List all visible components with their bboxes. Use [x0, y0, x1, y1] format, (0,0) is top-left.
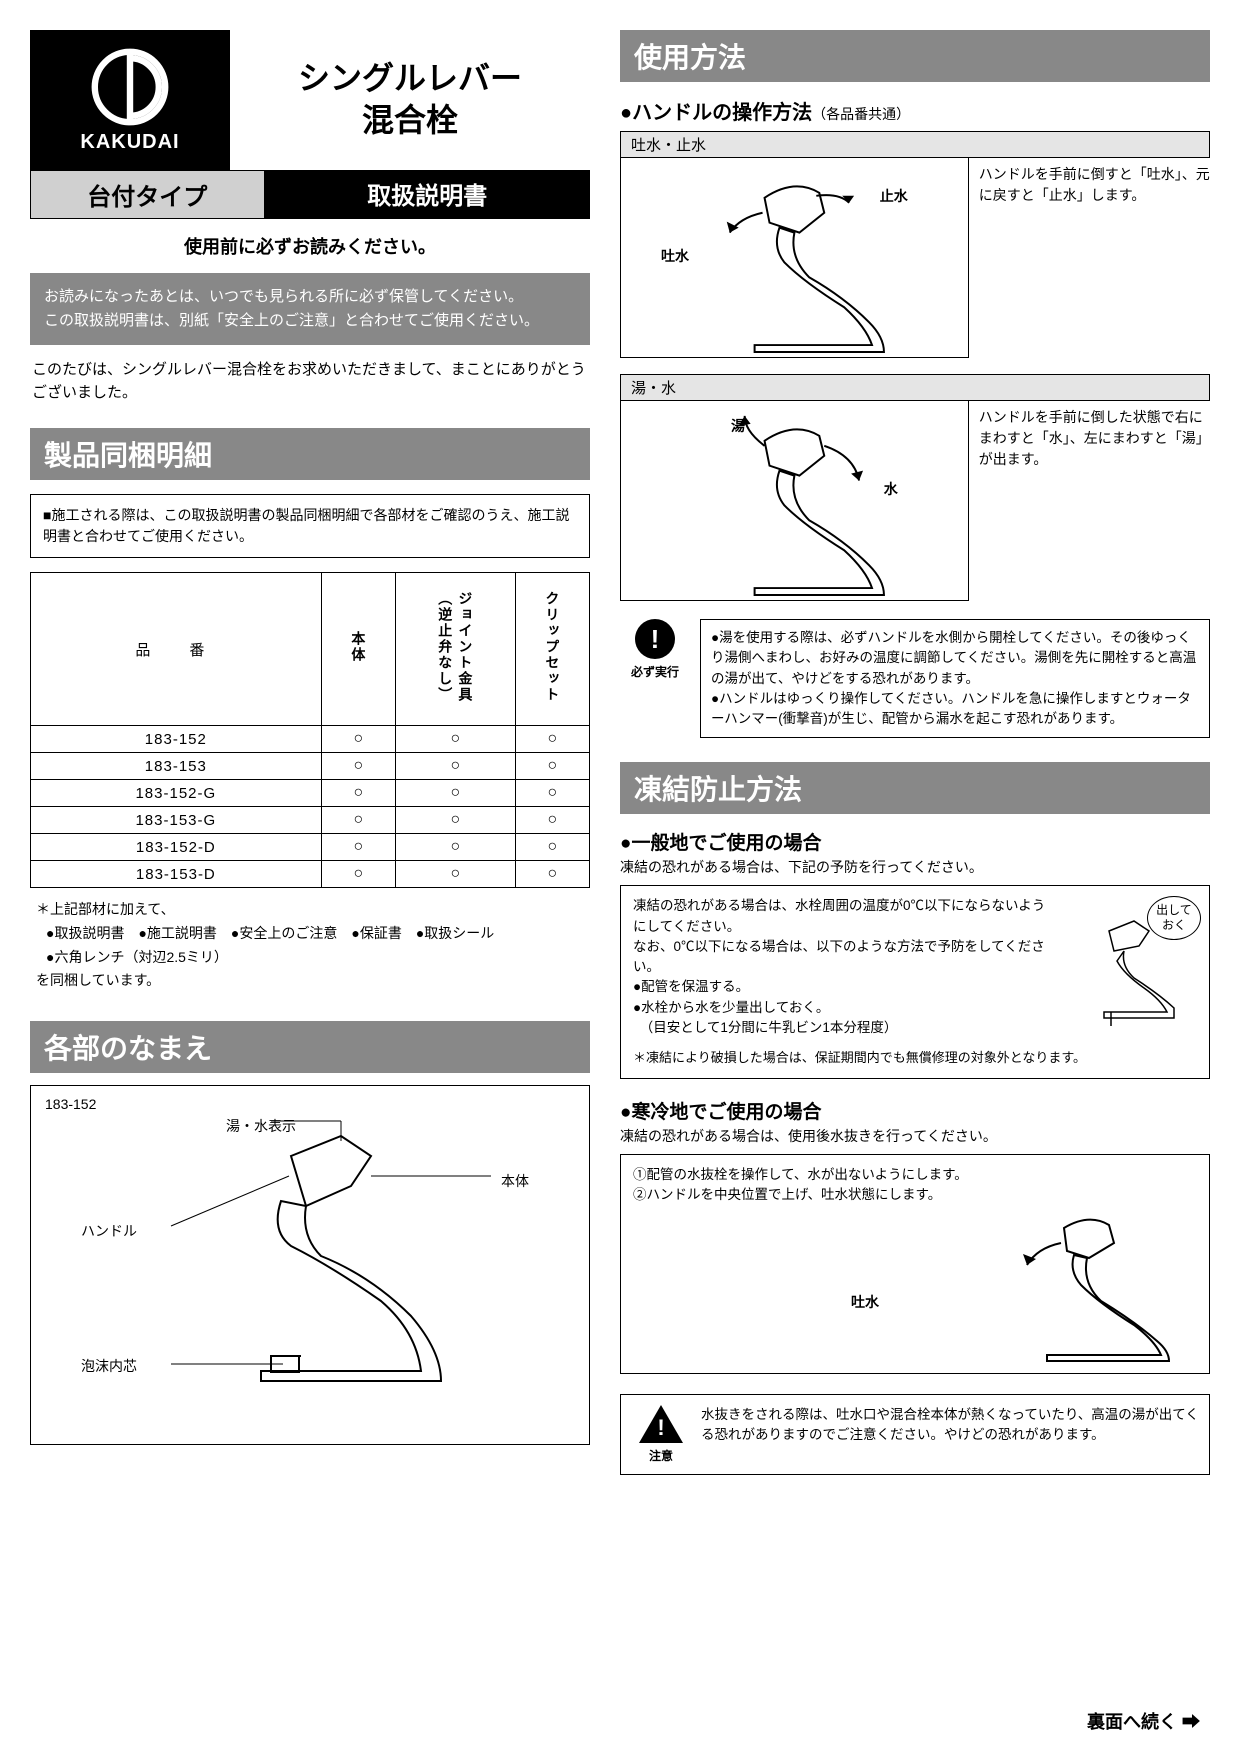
diagram-model: 183-152	[45, 1096, 96, 1112]
section-names-heading: 各部のなまえ	[30, 1021, 590, 1073]
panel2-text: ハンドルを手前に倒した状態で右にまわすと「水」、左にまわすと「湯」が出ます。	[979, 401, 1210, 601]
warning-text: 水抜きをされる際は、吐水口や混合栓本体が熱くなっていたり、高温の湯が出てくる恐れ…	[701, 1405, 1199, 1464]
cell-body: ○	[321, 807, 395, 834]
label-aerator: 泡沫内芯	[81, 1356, 137, 1376]
panel1-label-out: 吐水	[661, 246, 689, 266]
cell-clip: ○	[515, 726, 589, 753]
section-freeze-heading: 凍結防止方法	[620, 762, 1210, 814]
freeze-b-faucet	[969, 1213, 1189, 1363]
table-row: 183-152-D○○○	[31, 834, 590, 861]
usage-subheading: ●ハンドルの操作方法（各品番共通）	[620, 96, 1210, 125]
cell-body: ○	[321, 861, 395, 888]
panel2-title: 湯・水	[620, 374, 1210, 401]
th-joint: （逆止弁なし） ジョイント金具	[395, 573, 515, 726]
freeze-b-label: 吐水	[851, 1292, 879, 1313]
cell-body: ○	[321, 726, 395, 753]
brand-logo: KAKUDAI	[30, 30, 230, 170]
cell-joint: ○	[395, 834, 515, 861]
th-clip: クリップセット	[515, 573, 589, 726]
thanks-text: このたびは、シングルレバー混合栓をお求めいただきまして、まことにありがとうござい…	[30, 345, 590, 418]
footnote: ＊上記部材に加えて、 ●取扱説明書 ●施工説明書 ●安全上のご注意 ●保証書 ●…	[30, 898, 590, 993]
freeze-balloon: 出して おく	[1147, 896, 1201, 940]
cell-joint: ○	[395, 726, 515, 753]
cell-joint: ○	[395, 753, 515, 780]
caution-text: ●湯を使用する際は、必ずハンドルを水側から開栓してください。その後ゆっくり湯側へ…	[700, 619, 1210, 738]
freeze-b-heading: ●寒冷地でご使用の場合	[620, 1097, 1210, 1124]
label-hotcold: 湯・水表示	[226, 1116, 296, 1136]
parts-diagram: 183-152 湯・水表示 本体 ハンドル 泡沫内芯	[30, 1085, 590, 1445]
panel2-figure: 湯 水	[620, 401, 969, 601]
panel1-label-stop: 止水	[880, 186, 908, 206]
freeze-a-heading: ●一般地でご使用の場合	[620, 828, 1210, 855]
table-row: 183-153○○○	[31, 753, 590, 780]
must-do-icon: ! 必ず実行	[620, 619, 690, 738]
footnote-lead: ＊上記部材に加えて、	[36, 898, 590, 922]
freeze-b-lead: 凍結の恐れがある場合は、使用後水抜きを行ってください。	[620, 1126, 1210, 1146]
parts-table: 品 番 本体 （逆止弁なし） ジョイント金具 クリップセット 183-152○○…	[30, 572, 590, 888]
storage-note-1: お読みになったあとは、いつでも見られる所に必ず保管してください。	[44, 288, 523, 305]
freeze-b-box: ①配管の水抜栓を操作して、水が出ないようにします。 ②ハンドルを中央位置で上げ、…	[620, 1154, 1210, 1374]
freeze-a-box: 凍結の恐れがある場合は、水栓周囲の温度が0℃以下にならないようにしてください。 …	[620, 885, 1210, 1078]
table-row: 183-153-G○○○	[31, 807, 590, 834]
cell-clip: ○	[515, 861, 589, 888]
freeze-a-foot: ＊凍結により破損した場合は、保証期間内でも無償修理の対象外となります。	[633, 1048, 1197, 1068]
caution-block: ! 必ず実行 ●湯を使用する際は、必ずハンドルを水側から開栓してください。その後…	[620, 619, 1210, 738]
cell-clip: ○	[515, 780, 589, 807]
cell-body: ○	[321, 834, 395, 861]
table-row: 183-152○○○	[31, 726, 590, 753]
cell-joint: ○	[395, 861, 515, 888]
cell-pn: 183-152	[31, 726, 322, 753]
brand-name: KAKUDAI	[80, 131, 179, 154]
title-line-2: 混合栓	[362, 102, 458, 138]
continue-note: 裏面へ続く ➡	[1087, 1708, 1200, 1734]
panel1-text: ハンドルを手前に倒すと「吐水」、元に戻すと「止水」します。	[979, 158, 1210, 358]
cell-pn: 183-152-D	[31, 834, 322, 861]
storage-note: お読みになったあとは、いつでも見られる所に必ず保管してください。 この取扱説明書…	[30, 273, 590, 345]
footnote-tail: を同梱しています。	[36, 969, 590, 993]
logo-icon	[90, 47, 170, 127]
storage-note-2: この取扱説明書は、別紙「安全上のご注意」と合わせてご使用ください。	[44, 312, 539, 329]
cell-body: ○	[321, 780, 395, 807]
pre-read-note: 使用前に必ずお読みください。	[30, 219, 590, 273]
panel1-figure: 止水 吐水	[620, 158, 969, 358]
label-body: 本体	[501, 1171, 529, 1191]
manual-label: 取扱説明書	[265, 170, 591, 219]
cell-clip: ○	[515, 834, 589, 861]
panel1-title: 吐水・止水	[620, 131, 1210, 158]
cell-pn: 183-153-G	[31, 807, 322, 834]
section-usage-heading: 使用方法	[620, 30, 1210, 82]
th-body: 本体	[321, 573, 395, 726]
product-title: シングルレバー 混合栓	[230, 30, 590, 170]
table-row: 183-153-D○○○	[31, 861, 590, 888]
cell-clip: ○	[515, 753, 589, 780]
cell-clip: ○	[515, 807, 589, 834]
parts-note: ■施工される際は、この取扱説明書の製品同梱明細で各部材をご確認のうえ、施工説明書…	[30, 494, 590, 558]
cell-pn: 183-153-D	[31, 861, 322, 888]
warning-block: 注意 水抜きをされる際は、吐水口や混合栓本体が熱くなっていたり、高温の湯が出てく…	[620, 1394, 1210, 1475]
freeze-b-box-text: ①配管の水抜栓を操作して、水が出ないようにします。 ②ハンドルを中央位置で上げ、…	[633, 1165, 1197, 1206]
section-parts-heading: 製品同梱明細	[30, 428, 590, 480]
panel2-label-cold: 水	[884, 479, 898, 499]
title-line-1: シングルレバー	[298, 60, 522, 96]
warning-icon: 注意	[631, 1405, 691, 1464]
table-row: 183-152-G○○○	[31, 780, 590, 807]
cell-body: ○	[321, 753, 395, 780]
panel2-label-hot: 湯	[731, 416, 745, 436]
cell-joint: ○	[395, 807, 515, 834]
faucet-illustration	[111, 1116, 511, 1416]
label-handle: ハンドル	[81, 1221, 137, 1241]
type-label: 台付タイプ	[30, 170, 265, 219]
freeze-a-lead: 凍結の恐れがある場合は、下記の予防を行ってください。	[620, 857, 1210, 877]
cell-joint: ○	[395, 780, 515, 807]
th-part-number: 品 番	[31, 573, 322, 726]
panel2-svg	[621, 401, 968, 600]
cell-pn: 183-153	[31, 753, 322, 780]
cell-pn: 183-152-G	[31, 780, 322, 807]
footnote-bullets: ●取扱説明書 ●施工説明書 ●安全上のご注意 ●保証書 ●取扱シール ●六角レン…	[36, 922, 590, 970]
